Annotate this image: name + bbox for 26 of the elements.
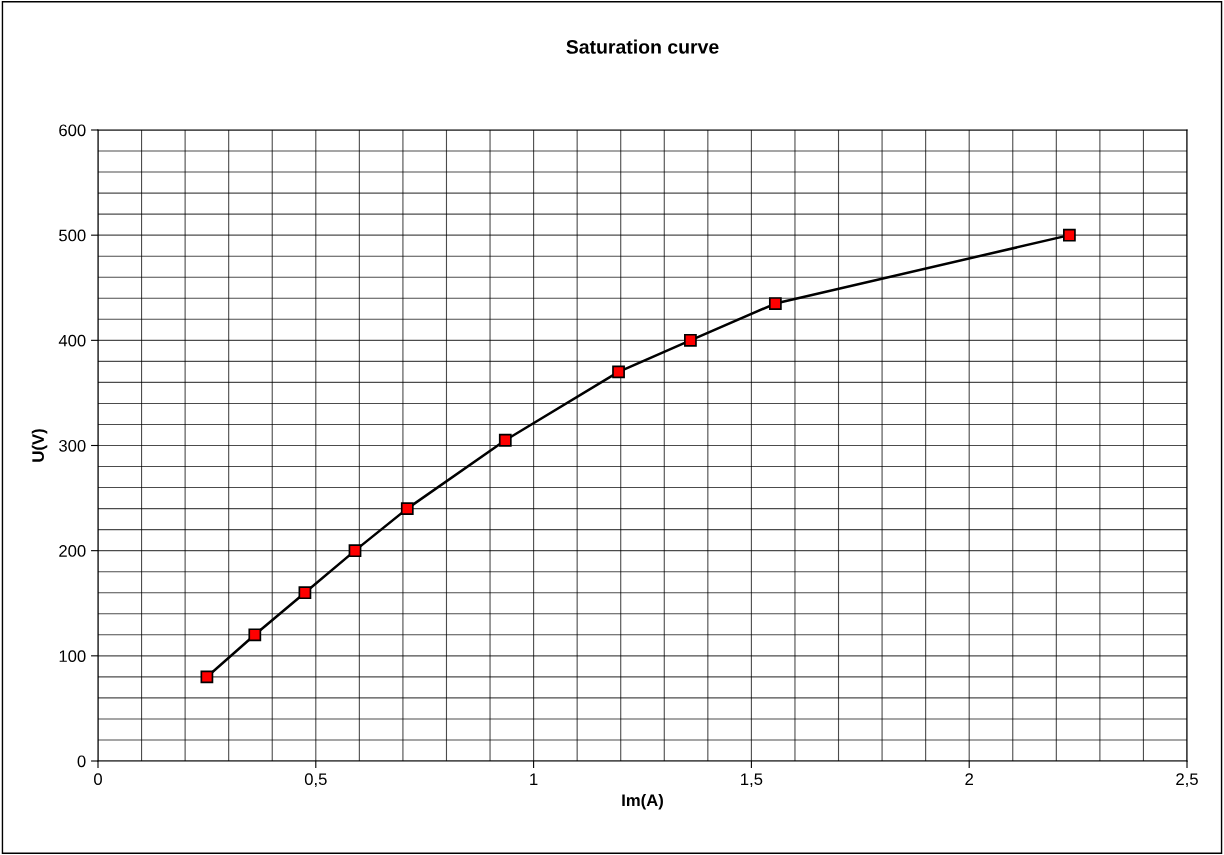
point [498, 433, 512, 447]
x-tick-label: 2,5 [1176, 773, 1198, 788]
point [684, 333, 697, 347]
y-tick-label: 200 [59, 545, 86, 557]
y-tick-label: 600 [59, 124, 86, 137]
x-tick-label: 0 [94, 773, 102, 786]
x-tick-label: 2 [965, 773, 973, 785]
y-axis-title: U(V) [31, 429, 48, 462]
point [348, 544, 362, 558]
x-tick-label: 0,5 [304, 773, 327, 788]
point [612, 365, 625, 379]
x-tick-label: 1 [530, 773, 538, 785]
point [768, 297, 782, 310]
y-tick-label: 400 [58, 334, 86, 347]
point [248, 628, 262, 642]
x-axis-title: Im(A) [622, 793, 663, 810]
y-tick-label: 0 [77, 755, 86, 768]
y-tick-label: 100 [59, 650, 86, 663]
point [298, 586, 312, 600]
point [1062, 228, 1076, 242]
chart-title: Saturation curve [566, 39, 719, 54]
x-tick-label: 1,5 [741, 773, 763, 788]
point [400, 502, 414, 515]
point [200, 670, 214, 684]
y-tick-label: 500 [59, 229, 86, 242]
y-tick-label: 300 [59, 439, 86, 452]
